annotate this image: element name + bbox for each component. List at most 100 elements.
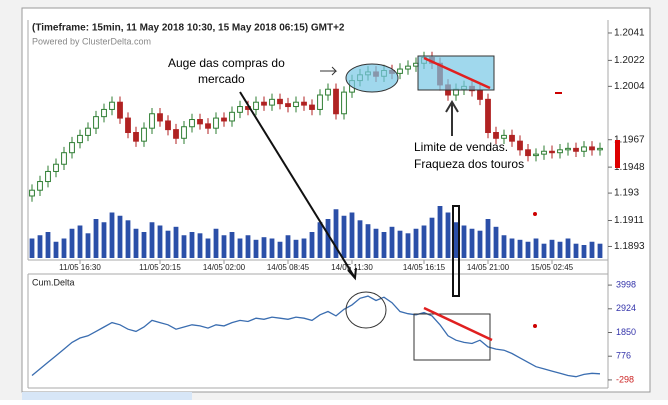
- volume-bar: [589, 241, 595, 258]
- candle-body: [133, 132, 139, 142]
- volume-bar: [597, 243, 603, 258]
- x-tick-label: 14/05 16:15: [403, 263, 446, 272]
- volume-bar: [29, 238, 35, 258]
- candle-body: [277, 98, 283, 105]
- x-tick-label: 14/05 08:45: [267, 263, 310, 272]
- volume-bar: [77, 225, 83, 258]
- pointer-line: [239, 91, 356, 279]
- candle-body: [189, 119, 195, 128]
- candle-body: [173, 129, 179, 139]
- volume-bar: [581, 245, 587, 258]
- y-tick-label: 3998: [616, 279, 636, 289]
- y-tick-label: 1.1967: [614, 134, 645, 145]
- volume-bar: [117, 215, 123, 258]
- volume-bar: [237, 238, 243, 258]
- annotation: mercado: [198, 72, 245, 86]
- volume-bar: [365, 224, 371, 258]
- trend-line: [423, 306, 493, 342]
- chart-subtitle: Powered by ClusterDelta.com: [32, 36, 151, 46]
- frame: [21, 7, 651, 393]
- candle-body: [525, 149, 531, 157]
- down-arrow: [452, 205, 460, 297]
- candle-body: [341, 91, 347, 115]
- candle-body: [509, 134, 515, 142]
- y-tick-label: 1.1893: [614, 241, 645, 252]
- volume-bar: [293, 239, 299, 258]
- volume-bar: [253, 239, 259, 258]
- volume-bar: [541, 243, 547, 258]
- y-tick-label: 2924: [616, 303, 636, 313]
- volume-bar: [301, 238, 307, 258]
- volume-bar: [69, 228, 75, 258]
- marker: [533, 324, 537, 328]
- candle-body: [533, 153, 539, 157]
- volume-bar: [525, 241, 531, 258]
- volume-bar: [213, 228, 219, 258]
- candle-body: [165, 120, 171, 131]
- candle-body: [517, 140, 523, 151]
- candle-body: [253, 101, 259, 110]
- volume-bar: [285, 235, 291, 258]
- volume-bar: [477, 230, 483, 258]
- volume-bar: [133, 228, 139, 258]
- volume-bar: [389, 226, 395, 258]
- candle-body: [53, 163, 59, 172]
- volume-bar: [373, 228, 379, 258]
- candle-body: [573, 147, 579, 152]
- candle-body: [333, 88, 339, 115]
- highlight-box: [413, 313, 491, 361]
- volume-bar: [37, 235, 43, 258]
- x-tick-label: 14/05 21:00: [467, 263, 510, 272]
- volume-bar: [485, 219, 491, 258]
- candle-body: [61, 152, 67, 165]
- candle-body: [221, 117, 227, 122]
- candle-body: [581, 146, 587, 152]
- volume-bar: [205, 238, 211, 258]
- volume-bar: [45, 232, 51, 258]
- candle-body: [397, 68, 403, 74]
- candle-body: [301, 101, 307, 106]
- marker: [533, 212, 537, 216]
- candle-body: [85, 127, 91, 136]
- volume-bar: [421, 225, 427, 258]
- volume-bar: [125, 220, 131, 258]
- candle-body: [109, 101, 115, 110]
- annotation: Limite de vendas.: [414, 140, 508, 154]
- candle-body: [485, 98, 491, 134]
- candle-body: [565, 147, 571, 151]
- volume-bar: [317, 222, 323, 258]
- arrow-head: [347, 267, 357, 281]
- candle-body: [325, 88, 331, 96]
- volume-bar: [517, 239, 523, 258]
- volume-bar: [349, 212, 355, 258]
- volume-bar: [565, 238, 571, 258]
- candle-body: [29, 189, 35, 197]
- candle-body: [37, 181, 43, 191]
- volume-bar: [333, 209, 339, 258]
- candle-body: [285, 103, 291, 108]
- candle-body: [69, 142, 75, 154]
- volume-bar: [413, 228, 419, 258]
- volume-bar: [165, 230, 171, 258]
- candle-body: [557, 149, 563, 154]
- candle-body: [477, 90, 483, 100]
- volume-bar: [269, 238, 275, 258]
- volume-bar: [189, 232, 195, 258]
- candle-body: [141, 127, 147, 142]
- volume-bar: [437, 206, 443, 258]
- volume-bar: [533, 238, 539, 258]
- marker: [615, 140, 620, 168]
- candle-body: [93, 116, 99, 129]
- x-tick-label: 11/05 20:15: [139, 263, 181, 272]
- candle-body: [45, 170, 51, 183]
- y-tick-label: -298: [616, 374, 634, 384]
- candle-body: [229, 111, 235, 122]
- x-tick-label: 14/05 11:30: [331, 263, 373, 272]
- volume-bar: [429, 217, 435, 258]
- x-tick-label: 14/05 02:00: [203, 263, 246, 272]
- highlight-ellipse: [345, 291, 387, 329]
- chart-title: (Timeframe: 15min, 11 May 2018 10:30, 15…: [32, 23, 345, 34]
- volume-bar: [109, 212, 115, 258]
- volume-bar: [357, 220, 363, 258]
